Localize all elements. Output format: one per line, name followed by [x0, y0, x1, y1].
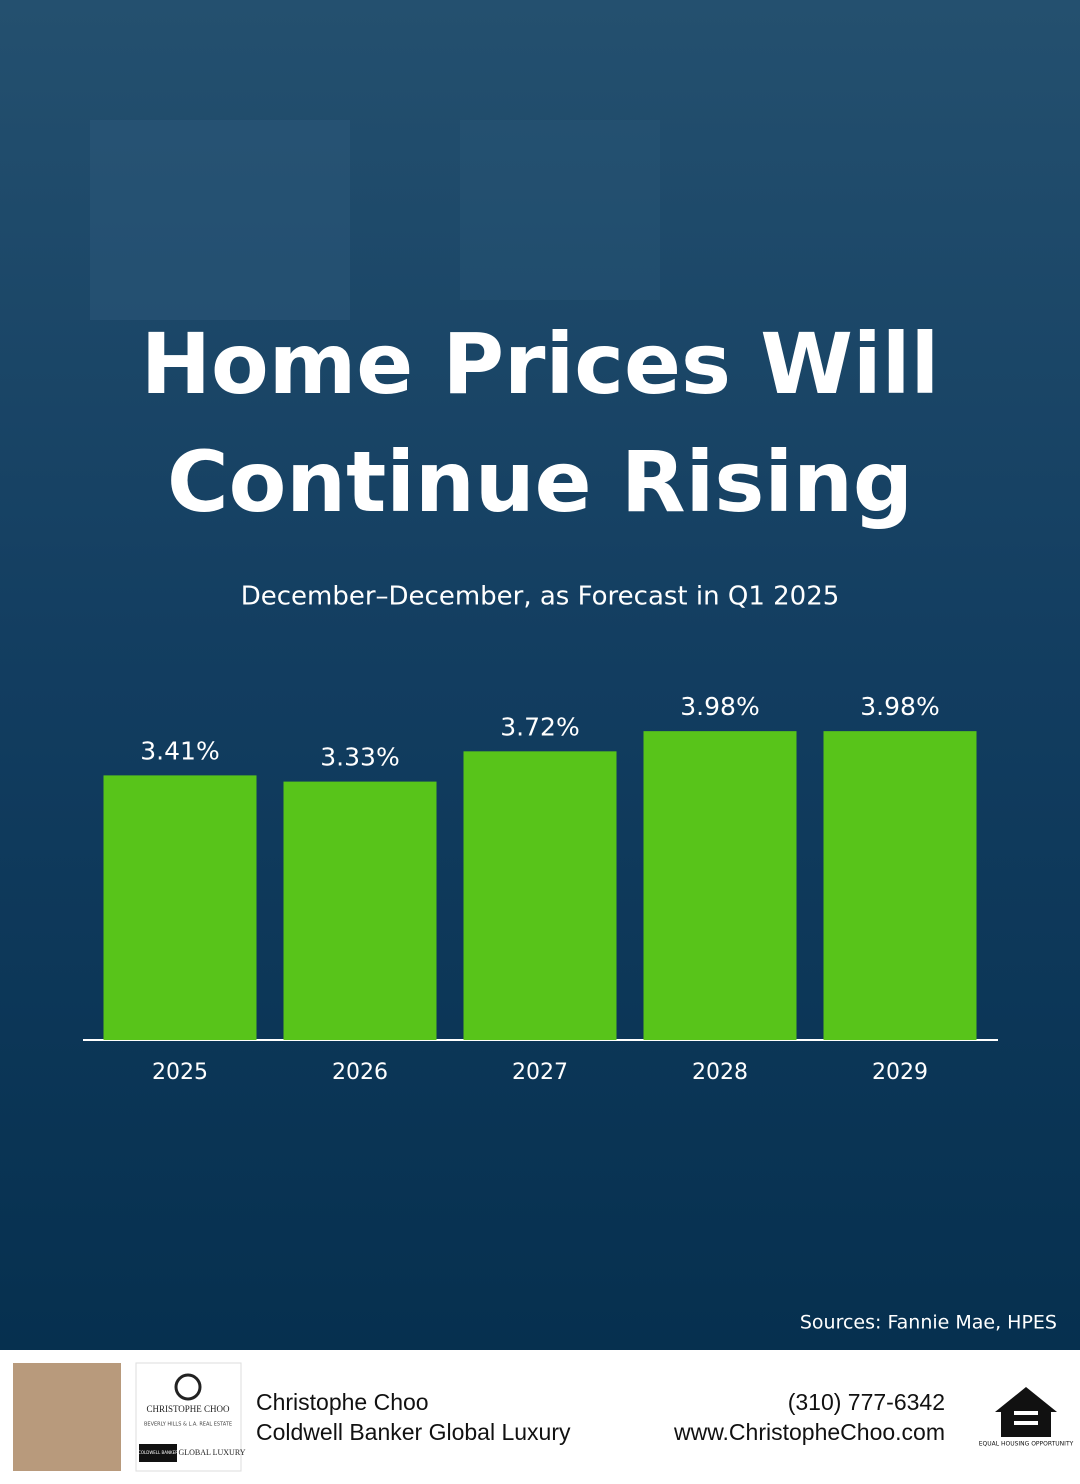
housing-icon-bar	[1014, 1421, 1038, 1425]
x-tick-label: 2026	[332, 1060, 388, 1085]
agent-photo	[13, 1363, 121, 1471]
x-tick-label: 2029	[872, 1060, 928, 1085]
window-shape	[90, 120, 350, 320]
housing-icon-bar	[1014, 1411, 1038, 1415]
agent-phone: (310) 777-6342	[788, 1389, 945, 1415]
bar	[103, 775, 257, 1040]
bar	[643, 731, 797, 1040]
chart-subtitle: December–December, as Forecast in Q1 202…	[241, 582, 840, 612]
value-label: 3.41%	[140, 736, 219, 765]
source: Sources: Fannie Mae, HPES	[800, 1312, 1057, 1334]
agent-company: Coldwell Banker Global Luxury	[256, 1419, 571, 1445]
x-tick-label: 2028	[692, 1060, 748, 1085]
value-label: 3.98%	[680, 692, 759, 721]
bar	[463, 751, 617, 1040]
value-label: 3.98%	[860, 692, 939, 721]
logo-sub: BEVERLY HILLS & L.A. REAL ESTATE	[144, 1422, 232, 1428]
agent-name: Christophe Choo	[256, 1389, 429, 1415]
bar	[283, 781, 437, 1040]
logo-brand: COLDWELL BANKER	[138, 1450, 178, 1455]
x-tick-label: 2025	[152, 1060, 208, 1085]
x-tick-label: 2027	[512, 1060, 568, 1085]
value-label: 3.33%	[320, 743, 399, 772]
value-label: 3.72%	[500, 712, 579, 741]
logo-luxury: GLOBAL LUXURY	[178, 1448, 245, 1457]
logo-ring	[174, 1373, 202, 1401]
chart-title: Home Prices Will	[141, 315, 940, 413]
bar	[823, 731, 977, 1040]
brand-box	[139, 1444, 177, 1462]
cabinet-shape	[460, 120, 660, 300]
chart-title-continued: Continue Rising	[167, 433, 913, 531]
logo-name: CHRISTOPHE CHOO	[146, 1404, 230, 1414]
housing-label: EQUAL HOUSING OPPORTUNITY	[979, 1441, 1074, 1448]
agent-website: www.ChristopheChoo.com	[673, 1419, 945, 1445]
